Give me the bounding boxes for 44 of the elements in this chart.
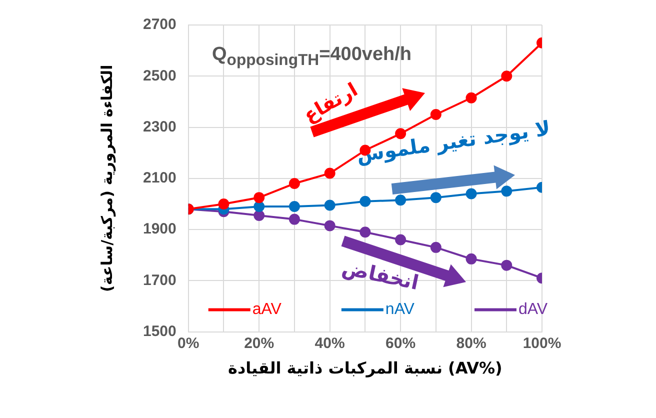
- point: [254, 210, 265, 221]
- point: [395, 194, 406, 206]
- point: [288, 214, 300, 225]
- point: [430, 192, 442, 204]
- point: [360, 196, 371, 207]
- point: [254, 192, 265, 204]
- point: [466, 92, 477, 104]
- y-tick-label: 2300: [142, 118, 176, 136]
- point: [324, 220, 336, 232]
- x-tick-label: 40%: [314, 334, 345, 352]
- y-tick-label: 2700: [142, 16, 176, 34]
- y-tick-label: 1500: [142, 322, 176, 340]
- point: [430, 108, 442, 120]
- annotation: انخفاض: [340, 255, 421, 295]
- point: [288, 178, 300, 190]
- x-axis-title: نسبة المركبات ذاتية القيادة (AV%): [228, 358, 502, 378]
- point: [466, 253, 477, 264]
- point: [288, 201, 300, 212]
- legend-label: dAV: [518, 301, 548, 318]
- point: [501, 260, 512, 271]
- y-tick-label: 1900: [142, 220, 176, 238]
- point: [501, 186, 512, 197]
- point: [254, 201, 265, 212]
- point: [360, 226, 371, 238]
- y-tick-label: 2500: [142, 67, 176, 84]
- point: [430, 242, 442, 253]
- y-axis-title: الكفاءة المرورية (مركبة/ساعة): [98, 64, 116, 292]
- legend-label: aAV: [252, 301, 282, 318]
- y-tick-label: 2100: [142, 170, 176, 187]
- legend-label: nAV: [385, 301, 415, 318]
- point: [324, 200, 336, 211]
- x-tick-label: 20%: [244, 334, 274, 352]
- point: [501, 70, 512, 82]
- x-tick-label: 80%: [456, 334, 486, 352]
- point: [218, 198, 230, 210]
- annotation: Q$_{opposingTH}$=400veh/h: [212, 44, 412, 70]
- point: [466, 188, 477, 200]
- x-tick-label: 60%: [386, 334, 416, 352]
- point: [395, 128, 406, 140]
- point: [395, 234, 406, 246]
- y-tick-label: 1700: [142, 272, 176, 289]
- point: [324, 168, 336, 179]
- x-tick-label: 0%: [178, 334, 200, 352]
- x-tick-label: 100%: [522, 334, 562, 352]
